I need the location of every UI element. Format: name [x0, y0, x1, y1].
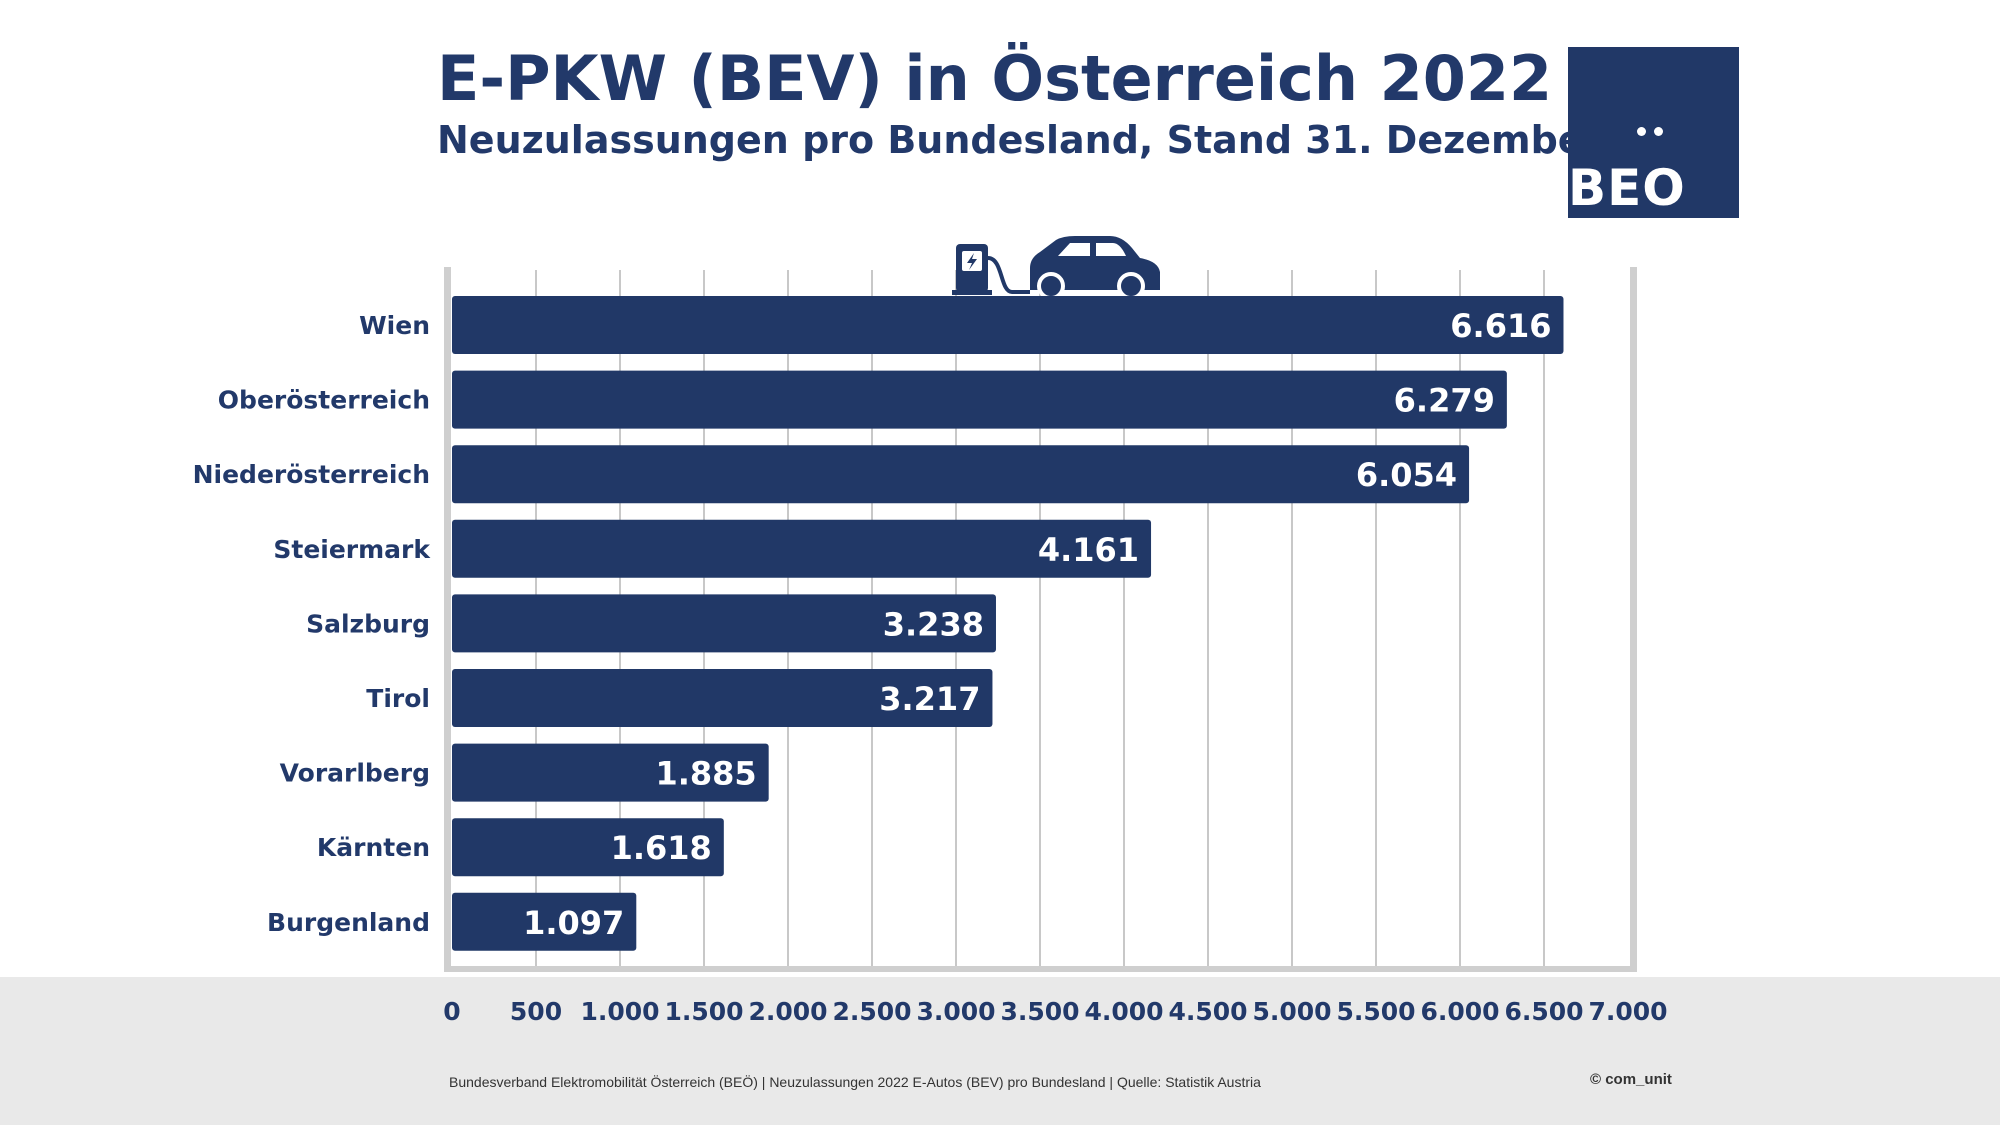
category-label: Tirol	[366, 684, 430, 713]
category-label: Oberösterreich	[218, 386, 430, 415]
chart-title: E-PKW (BEV) in Österreich 2022	[437, 42, 1553, 115]
x-tick-label: 4.000	[1084, 997, 1163, 1026]
x-tick-label: 5.500	[1336, 997, 1415, 1026]
footer-band	[0, 977, 2000, 1125]
bar-0	[452, 296, 1564, 354]
bar-6	[452, 743, 769, 802]
car-icon	[1030, 236, 1160, 300]
bar-value-label: 3.238	[883, 605, 984, 643]
copyright-note: © com_unit	[1590, 1071, 1672, 1088]
charging-station-icon	[952, 244, 1030, 295]
bar-value-label: 4.161	[1038, 531, 1139, 569]
bar-1	[452, 370, 1507, 429]
category-label: Salzburg	[306, 609, 430, 638]
category-label: Kärnten	[317, 833, 430, 862]
bar-value-label: 6.279	[1394, 382, 1495, 420]
category-label: Niederösterreich	[193, 460, 430, 489]
x-tick-label: 2.000	[748, 997, 827, 1026]
x-tick-label: 1.000	[580, 997, 659, 1026]
x-tick-label: 4.500	[1168, 997, 1247, 1026]
x-tick-label: 6.500	[1504, 997, 1583, 1026]
category-label: Burgenland	[267, 908, 430, 937]
beo-logo: BEO	[1568, 47, 1739, 218]
bar-value-label: 6.616	[1450, 307, 1551, 345]
bar-value-label: 3.217	[879, 680, 980, 718]
x-tick-label: 7.000	[1588, 997, 1667, 1026]
bar-5	[452, 669, 993, 727]
bar-value-label: 1.097	[523, 904, 624, 942]
bar-value-label: 6.054	[1356, 456, 1457, 494]
x-tick-label: 5.000	[1252, 997, 1331, 1026]
category-label: Wien	[359, 311, 430, 340]
x-tick-label: 3.000	[916, 997, 995, 1026]
bar-3	[452, 519, 1152, 578]
bar-4	[452, 594, 996, 653]
x-tick-label: 500	[510, 997, 562, 1026]
logo-umlaut-dots	[1637, 127, 1667, 137]
x-tick-label: 0	[443, 997, 460, 1026]
chart-subtitle: Neuzulassungen pro Bundesland, Stand 31.…	[437, 118, 1603, 162]
x-tick-label: 2.500	[832, 997, 911, 1026]
chart-frame	[444, 267, 1637, 972]
footnote-source: Bundesverband Elektromobilität Österreic…	[449, 1074, 1261, 1090]
x-tick-label: 3.500	[1000, 997, 1079, 1026]
x-tick-label: 6.000	[1420, 997, 1499, 1026]
bar-value-label: 1.618	[611, 829, 712, 867]
beo-logo-text: BEO	[1568, 159, 1686, 217]
bar-2	[452, 445, 1470, 504]
bar-value-label: 1.885	[655, 755, 756, 793]
x-tick-label: 1.500	[664, 997, 743, 1026]
bar-8	[452, 892, 637, 951]
category-label: Steiermark	[273, 535, 431, 564]
category-label: Vorarlberg	[280, 759, 430, 788]
bar-7	[452, 818, 724, 877]
